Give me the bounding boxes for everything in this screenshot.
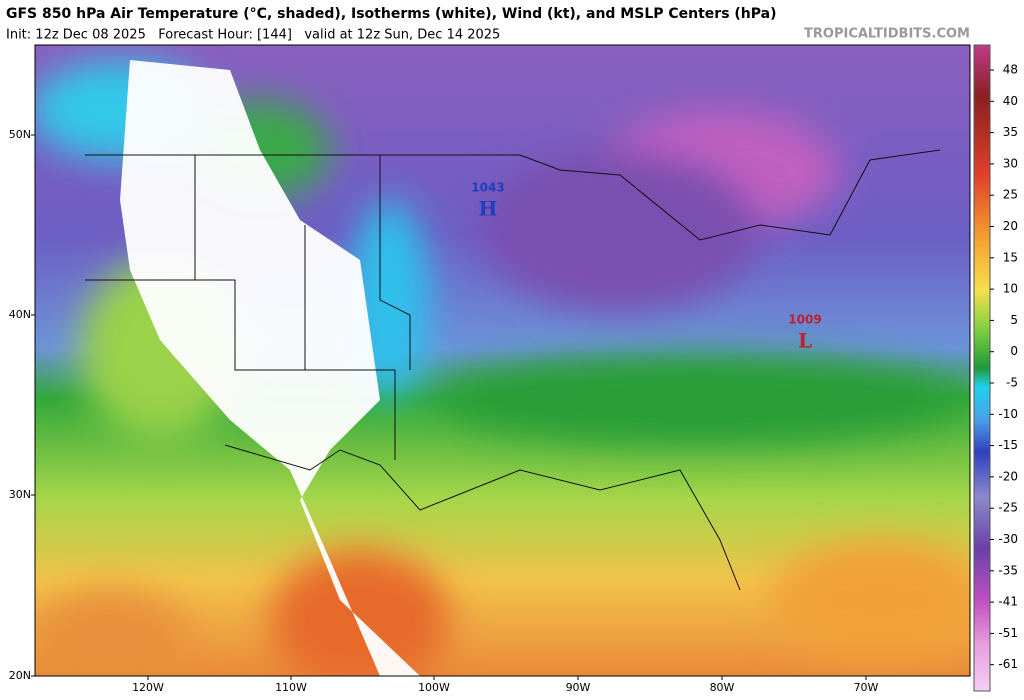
title: GFS 850 hPa Air Temperature (°C, shaded)… — [6, 6, 777, 22]
colorbar-label: 35 — [1003, 125, 1018, 139]
colorbar-label: 20 — [1003, 219, 1018, 233]
map-frame — [34, 44, 971, 677]
colorbar-label: 30 — [1003, 156, 1018, 170]
colorbar-label: -41 — [998, 595, 1018, 609]
latitude-label: 50N — [9, 128, 31, 141]
latitude-label: 20N — [9, 669, 31, 682]
colorbar-label: 0 — [1010, 344, 1018, 358]
longitude-label: 90W — [566, 681, 591, 694]
colorbar-label: 10 — [1003, 282, 1018, 296]
pressure-center: L — [798, 329, 812, 353]
latitude-label: 30N — [9, 488, 31, 501]
latitude-label: 40N — [9, 308, 31, 321]
pressure-center: H — [479, 197, 498, 221]
colorbar-label: -51 — [998, 626, 1018, 640]
pressure-value: 1043 — [471, 181, 504, 195]
colorbar-label: -20 — [998, 469, 1018, 483]
credit: TROPICALTIDBITS.COM — [804, 27, 970, 42]
colorbar-label: -15 — [998, 438, 1018, 452]
colorbar-label: -10 — [998, 407, 1018, 421]
colorbar-label: -35 — [998, 563, 1018, 577]
longitude-label: 70W — [854, 681, 879, 694]
map-field — [35, 45, 970, 676]
colorbar-label: -61 — [998, 657, 1018, 671]
longitude-label: 120W — [132, 681, 164, 694]
colorbar — [973, 44, 991, 692]
longitude-label: 100W — [418, 681, 450, 694]
longitude-label: 110W — [275, 681, 307, 694]
colorbar-label: 48 — [1003, 63, 1018, 77]
colorbar-label: -5 — [1006, 376, 1018, 390]
subtitle: Init: 12z Dec 08 2025 Forecast Hour: [14… — [6, 28, 500, 43]
colorbar-label: -25 — [998, 501, 1018, 515]
colorbar-label: -30 — [998, 532, 1018, 546]
colorbar-label: 5 — [1010, 313, 1018, 327]
colorbar-label: 15 — [1003, 250, 1018, 264]
colorbar-label: 40 — [1003, 94, 1018, 108]
longitude-label: 80W — [710, 681, 735, 694]
pressure-value: 1009 — [788, 313, 821, 327]
colorbar-label: 25 — [1003, 188, 1018, 202]
